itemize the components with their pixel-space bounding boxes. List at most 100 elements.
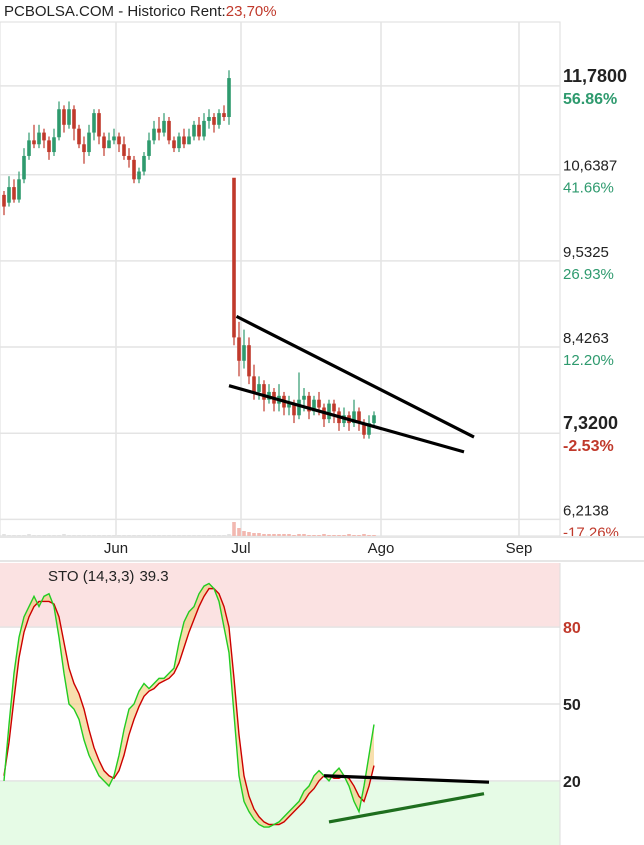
candle-body xyxy=(262,384,266,400)
pct-tick-label: 56.86% xyxy=(563,91,617,108)
candle-body xyxy=(107,140,111,149)
candle-body xyxy=(137,171,141,180)
candle-body xyxy=(357,411,361,424)
volume-bar xyxy=(42,535,46,536)
pct-tick-label: 26.93% xyxy=(563,266,614,283)
volume-bar xyxy=(217,535,221,536)
volume-bar xyxy=(107,535,111,536)
volume-bar xyxy=(87,535,91,536)
candle-body xyxy=(217,113,221,125)
wedge-trendline xyxy=(228,384,465,454)
volume-bar xyxy=(307,535,311,536)
candle-body xyxy=(142,155,146,172)
volume-bar xyxy=(367,535,371,536)
candle-body xyxy=(192,124,196,137)
volume-bar xyxy=(252,533,256,536)
chart-header: PCBOLSA.COM - Historico Rent:23,70% xyxy=(4,3,277,20)
candle-body xyxy=(77,128,81,145)
stoch-support-line xyxy=(328,792,485,824)
volume-bar xyxy=(282,534,286,536)
volume-bar xyxy=(322,534,326,536)
volume-bar xyxy=(62,534,66,536)
candle-body xyxy=(242,345,246,361)
volume-bar xyxy=(102,535,106,536)
candle-body xyxy=(302,395,306,400)
candle-body xyxy=(177,136,181,149)
volume-bar xyxy=(27,534,31,536)
stoch-fast-line xyxy=(3,582,375,828)
volume-bar xyxy=(242,531,246,536)
candle-body xyxy=(57,109,61,138)
volume-bar xyxy=(297,534,301,536)
volume-bar xyxy=(277,534,281,536)
candle-body xyxy=(212,117,216,125)
candle-body xyxy=(197,124,201,137)
volume-bar xyxy=(172,535,176,536)
volume-bar xyxy=(132,535,136,536)
candle-body xyxy=(287,403,291,408)
oversold-zone xyxy=(0,780,560,845)
candle-body xyxy=(127,155,131,160)
volume-bar xyxy=(192,535,196,536)
volume-bar xyxy=(177,535,181,536)
volume-bar xyxy=(312,535,316,536)
candle-body xyxy=(247,345,251,377)
date-axis-band xyxy=(0,536,644,561)
volume-bar xyxy=(347,534,351,536)
candle-body xyxy=(202,120,206,137)
candle-body xyxy=(257,384,261,392)
candle-body xyxy=(47,140,51,153)
price-axis: 11,7800 56.86% 10,6387 41.66% 9,5325 26.93% 8,… xyxy=(563,66,627,541)
volume-bar xyxy=(267,534,271,536)
date-axis: Jun Jul Ago Sep xyxy=(0,536,644,562)
price-tick-label: 7,3200 xyxy=(563,413,618,433)
candle-body xyxy=(372,415,376,424)
date-tick-label: Sep xyxy=(506,540,533,557)
chart-title: PCBOLSA.COM - Historico xyxy=(4,3,186,20)
volume-bar xyxy=(247,532,251,536)
candle-body xyxy=(37,132,41,145)
candle-body xyxy=(182,136,186,145)
volume-bar xyxy=(232,522,236,536)
date-tick-label: Ago xyxy=(368,540,395,557)
candlesticks xyxy=(2,70,376,439)
candle-body xyxy=(152,128,156,141)
volume-bar xyxy=(92,535,96,536)
volume-bar xyxy=(202,535,206,536)
volume-bar xyxy=(2,534,6,536)
candle-body xyxy=(62,109,66,125)
candle-body xyxy=(72,109,76,129)
volume-bar xyxy=(152,535,156,536)
volume-bar xyxy=(287,534,291,536)
volume-bar xyxy=(167,535,171,536)
volume-bar xyxy=(142,535,146,536)
volume-bar xyxy=(237,528,241,536)
price-tick-label: 11,7800 xyxy=(563,66,627,86)
volume-bar xyxy=(112,535,116,536)
volume-bar xyxy=(372,535,376,536)
candle-body xyxy=(32,140,36,145)
price-tick-label: 9,5325 xyxy=(563,244,609,261)
volume-bar xyxy=(182,535,186,536)
volume-bar xyxy=(212,535,216,536)
volume-bar xyxy=(47,535,51,536)
candle-body xyxy=(307,395,311,412)
volume-bar xyxy=(57,535,61,536)
candle-body xyxy=(92,113,96,133)
volume-bar xyxy=(207,535,211,536)
candle-body xyxy=(207,117,211,121)
wedge-trendline xyxy=(235,314,475,439)
stoch-resistance-line xyxy=(323,774,490,784)
pct-tick-label: 12.20% xyxy=(563,352,614,369)
volume-bar xyxy=(12,535,16,536)
price-tick-label: 8,4263 xyxy=(563,330,609,347)
stoch-indicator-label: STO (14,3,3) xyxy=(48,568,134,585)
rent-value: 23,70% xyxy=(225,3,277,20)
volume-bar xyxy=(97,535,101,536)
stoch-title: STO (14,3,3) 39.3 xyxy=(48,568,169,585)
volume-bars xyxy=(2,522,376,536)
candle-body xyxy=(147,140,151,156)
overbought-zone xyxy=(0,563,560,628)
candle-body xyxy=(187,136,191,145)
